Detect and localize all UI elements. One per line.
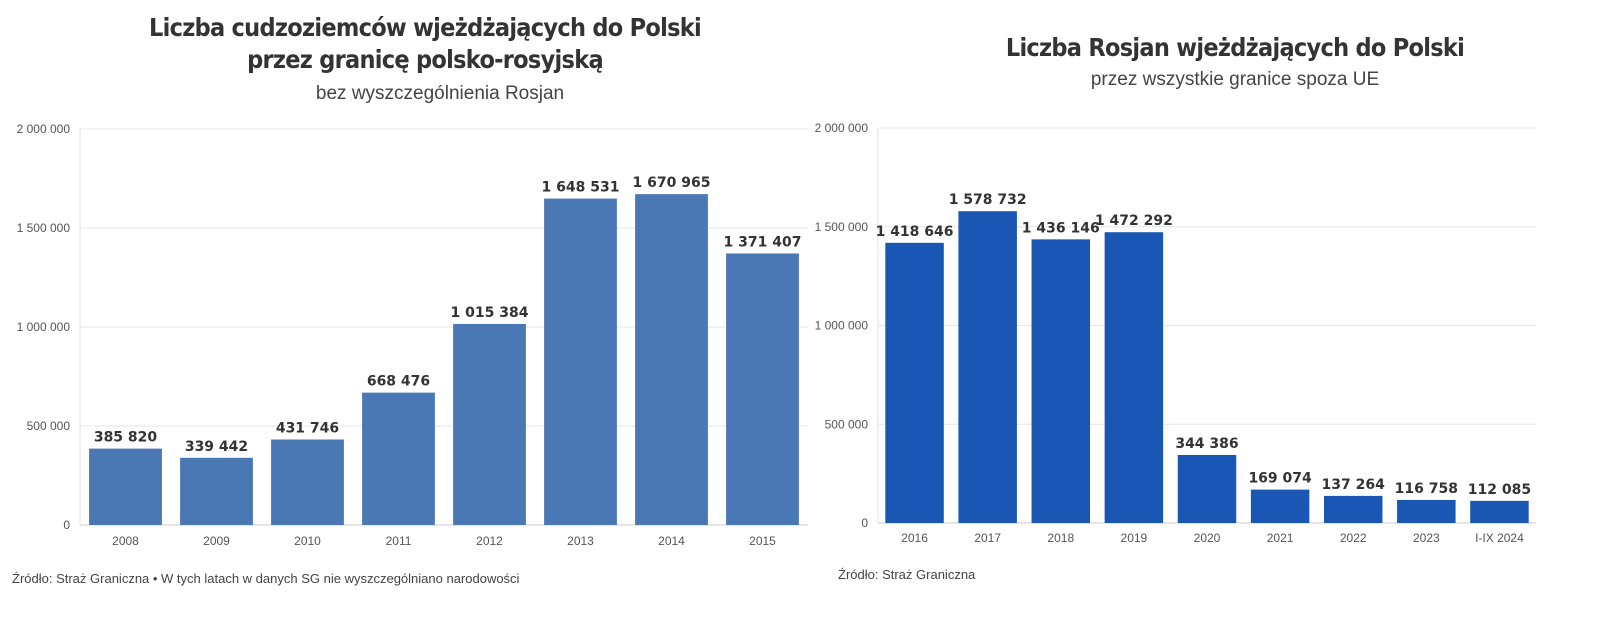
data-label: 1 648 531 <box>542 180 620 196</box>
bar-chart-foreigners: 0 500 000 1 000 000 1 500 000 2 000 000 385 8… <box>17 122 808 548</box>
data-label: 169 074 <box>1248 471 1312 487</box>
chart-title: Liczba Rosjan wjeżdżających do Polski <box>1005 33 1465 62</box>
bar <box>362 392 435 525</box>
chart-title-line-1: Liczba cudzoziemców wjeżdżających do Pol… <box>148 13 702 42</box>
x-tick-label: 2015 <box>749 534 776 548</box>
bar <box>453 323 526 525</box>
x-tick-label: 2021 <box>1267 531 1294 545</box>
chart-panel-russians: Liczba Rosjan wjeżdżających do Polski pr… <box>815 0 1620 618</box>
data-label: 1 015 384 <box>451 305 529 321</box>
bar <box>1250 489 1310 523</box>
data-label: 339 442 <box>185 439 248 455</box>
source-note: Źródło: Straż Graniczna <box>838 567 976 582</box>
y-tick-label: 1 000 000 <box>815 319 869 333</box>
y-tick-label: 0 <box>63 518 70 532</box>
chart-subtitle: bez wyszczególnienia Rosjan <box>315 83 565 104</box>
data-label: 385 820 <box>94 430 158 446</box>
bar <box>1397 499 1456 523</box>
data-label: 431 746 <box>276 421 339 437</box>
x-tick-label: 2011 <box>386 534 412 548</box>
x-tick-label: 2022 <box>1340 531 1367 545</box>
data-label: 1 436 146 <box>1022 220 1100 236</box>
source-note: Źródło: Straż Graniczna • W tych latach … <box>12 571 520 586</box>
data-label: 112 085 <box>1468 482 1531 498</box>
x-tick-label: 2014 <box>658 534 685 548</box>
x-tick-label: I-IX 2024 <box>1475 531 1524 545</box>
bar-chart-russians: 0 500 000 1 000 000 1 500 000 2 000 000 1 418… <box>815 121 1536 545</box>
y-tick-label: 1 500 000 <box>815 220 869 234</box>
y-tick-label: 2 000 000 <box>815 121 869 135</box>
y-tick-label: 1 000 000 <box>17 320 71 334</box>
y-tick-label: 1 500 000 <box>17 221 71 235</box>
data-label: 668 476 <box>367 374 430 390</box>
data-label: 137 264 <box>1322 477 1386 493</box>
data-label: 344 386 <box>1175 436 1238 452</box>
data-label: 1 472 292 <box>1095 213 1173 229</box>
data-label: 116 758 <box>1395 481 1458 497</box>
x-tick-label: 2008 <box>112 534 139 548</box>
chart-title-line-2: przez granicę polsko-rosyjską <box>247 45 604 74</box>
y-tick-label: 500 000 <box>27 419 71 433</box>
bar <box>544 198 617 525</box>
y-tick-label: 500 000 <box>825 417 869 431</box>
data-label: 1 670 965 <box>633 175 711 191</box>
bar <box>1323 495 1383 523</box>
bar <box>635 194 708 525</box>
x-tick-label: 2013 <box>567 534 594 548</box>
bar <box>1177 454 1237 523</box>
chart-panel-foreigners: Liczba cudzoziemców wjeżdżających do Pol… <box>12 13 808 586</box>
bar <box>958 211 1017 523</box>
y-tick-label: 2 000 000 <box>17 122 71 136</box>
x-tick-label: 2023 <box>1413 531 1440 545</box>
bar <box>885 242 944 523</box>
bar <box>1104 232 1164 523</box>
x-tick-label: 2019 <box>1121 531 1148 545</box>
x-tick-label: 2009 <box>203 534 230 548</box>
x-tick-label: 2020 <box>1194 531 1221 545</box>
bar <box>180 457 253 525</box>
x-tick-label: 2017 <box>974 531 1001 545</box>
bar <box>1470 500 1529 523</box>
x-tick-label: 2012 <box>476 534 503 548</box>
x-tick-label: 2010 <box>294 534 321 548</box>
bar <box>89 448 162 525</box>
bar <box>1031 239 1091 524</box>
x-tick-label: 2016 <box>901 531 928 545</box>
y-tick-label: 0 <box>861 516 868 530</box>
data-label: 1 371 407 <box>724 234 802 250</box>
data-label: 1 578 732 <box>949 192 1027 208</box>
data-label: 1 418 646 <box>876 224 954 240</box>
bar <box>271 439 344 525</box>
bar <box>726 253 799 525</box>
x-tick-label: 2018 <box>1047 531 1074 545</box>
chart-subtitle: przez wszystkie granice spoza UE <box>1090 69 1380 90</box>
